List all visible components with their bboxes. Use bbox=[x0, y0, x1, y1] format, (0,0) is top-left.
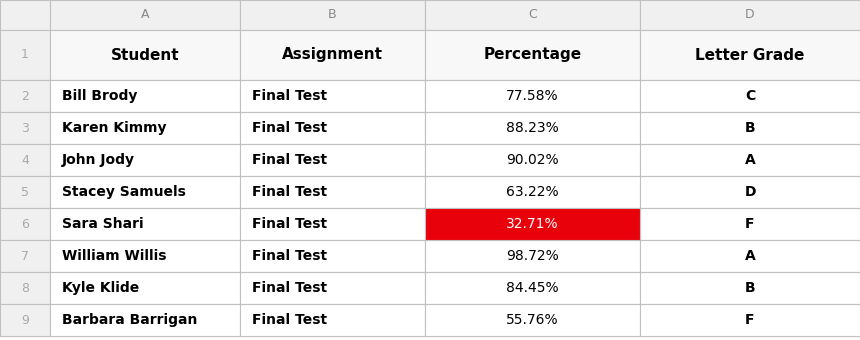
Bar bbox=[50, 80, 240, 112]
Text: 7: 7 bbox=[21, 250, 29, 262]
Text: Percentage: Percentage bbox=[483, 48, 581, 63]
Bar bbox=[50, 0, 240, 30]
Text: C: C bbox=[528, 8, 537, 21]
Bar bbox=[425, 208, 640, 240]
Bar bbox=[0, 176, 50, 208]
Text: 3: 3 bbox=[21, 121, 29, 135]
Text: 9: 9 bbox=[21, 313, 29, 326]
Text: 8: 8 bbox=[21, 282, 29, 294]
Bar bbox=[425, 80, 640, 112]
Text: D: D bbox=[745, 8, 755, 21]
Text: A: A bbox=[141, 8, 150, 21]
Text: 6: 6 bbox=[21, 218, 29, 231]
Bar bbox=[640, 272, 860, 304]
Text: William Willis: William Willis bbox=[62, 249, 167, 263]
Text: A: A bbox=[745, 153, 755, 167]
Text: Final Test: Final Test bbox=[252, 313, 327, 327]
Bar bbox=[240, 272, 425, 304]
Bar bbox=[50, 304, 240, 336]
Bar bbox=[0, 112, 50, 144]
Text: 77.58%: 77.58% bbox=[507, 89, 559, 103]
Text: F: F bbox=[746, 217, 755, 231]
Bar bbox=[50, 240, 240, 272]
Text: Barbara Barrigan: Barbara Barrigan bbox=[62, 313, 198, 327]
Bar bbox=[240, 240, 425, 272]
Text: 2: 2 bbox=[21, 89, 29, 102]
Text: B: B bbox=[745, 281, 755, 295]
Bar bbox=[240, 30, 425, 80]
Bar bbox=[50, 144, 240, 176]
Bar bbox=[50, 208, 240, 240]
Text: Final Test: Final Test bbox=[252, 153, 327, 167]
Bar bbox=[50, 112, 240, 144]
Text: Bill Brody: Bill Brody bbox=[62, 89, 138, 103]
Text: 55.76%: 55.76% bbox=[507, 313, 559, 327]
Text: 32.71%: 32.71% bbox=[507, 217, 559, 231]
Bar bbox=[640, 144, 860, 176]
Text: 90.02%: 90.02% bbox=[507, 153, 559, 167]
Bar bbox=[240, 80, 425, 112]
Bar bbox=[240, 176, 425, 208]
Text: D: D bbox=[744, 185, 756, 199]
Text: Final Test: Final Test bbox=[252, 121, 327, 135]
Bar bbox=[425, 304, 640, 336]
Bar bbox=[640, 304, 860, 336]
Bar bbox=[640, 112, 860, 144]
Bar bbox=[50, 176, 240, 208]
Text: 98.72%: 98.72% bbox=[507, 249, 559, 263]
Text: B: B bbox=[329, 8, 337, 21]
Text: B: B bbox=[745, 121, 755, 135]
Bar bbox=[0, 80, 50, 112]
Bar bbox=[425, 112, 640, 144]
Bar bbox=[0, 0, 50, 30]
Bar bbox=[640, 0, 860, 30]
Bar bbox=[0, 144, 50, 176]
Text: Letter Grade: Letter Grade bbox=[696, 48, 805, 63]
Text: 88.23%: 88.23% bbox=[507, 121, 559, 135]
Text: Final Test: Final Test bbox=[252, 217, 327, 231]
Text: Final Test: Final Test bbox=[252, 89, 327, 103]
Bar bbox=[240, 208, 425, 240]
Bar bbox=[0, 272, 50, 304]
Bar bbox=[640, 80, 860, 112]
Bar bbox=[0, 240, 50, 272]
Text: Assignment: Assignment bbox=[282, 48, 383, 63]
Text: Student: Student bbox=[111, 48, 180, 63]
Text: 63.22%: 63.22% bbox=[507, 185, 559, 199]
Bar bbox=[50, 272, 240, 304]
Bar bbox=[640, 176, 860, 208]
Bar bbox=[640, 240, 860, 272]
Text: Sara Shari: Sara Shari bbox=[62, 217, 144, 231]
Bar bbox=[425, 272, 640, 304]
Text: A: A bbox=[745, 249, 755, 263]
Text: John Jody: John Jody bbox=[62, 153, 135, 167]
Text: 5: 5 bbox=[21, 186, 29, 199]
Text: 1: 1 bbox=[21, 49, 29, 62]
Bar bbox=[425, 0, 640, 30]
Bar bbox=[425, 30, 640, 80]
Text: F: F bbox=[746, 313, 755, 327]
Bar bbox=[240, 144, 425, 176]
Text: C: C bbox=[745, 89, 755, 103]
Text: Final Test: Final Test bbox=[252, 185, 327, 199]
Text: 4: 4 bbox=[21, 153, 29, 167]
Text: Final Test: Final Test bbox=[252, 281, 327, 295]
Bar bbox=[240, 112, 425, 144]
Text: Kyle Klide: Kyle Klide bbox=[62, 281, 139, 295]
Bar bbox=[0, 208, 50, 240]
Bar bbox=[240, 304, 425, 336]
Text: Stacey Samuels: Stacey Samuels bbox=[62, 185, 186, 199]
Bar bbox=[240, 0, 425, 30]
Bar bbox=[640, 208, 860, 240]
Bar bbox=[425, 240, 640, 272]
Bar bbox=[640, 30, 860, 80]
Bar bbox=[425, 176, 640, 208]
Bar bbox=[0, 30, 50, 80]
Bar bbox=[425, 144, 640, 176]
Bar bbox=[50, 30, 240, 80]
Bar bbox=[0, 304, 50, 336]
Text: 84.45%: 84.45% bbox=[507, 281, 559, 295]
Text: Karen Kimmy: Karen Kimmy bbox=[62, 121, 167, 135]
Text: Final Test: Final Test bbox=[252, 249, 327, 263]
